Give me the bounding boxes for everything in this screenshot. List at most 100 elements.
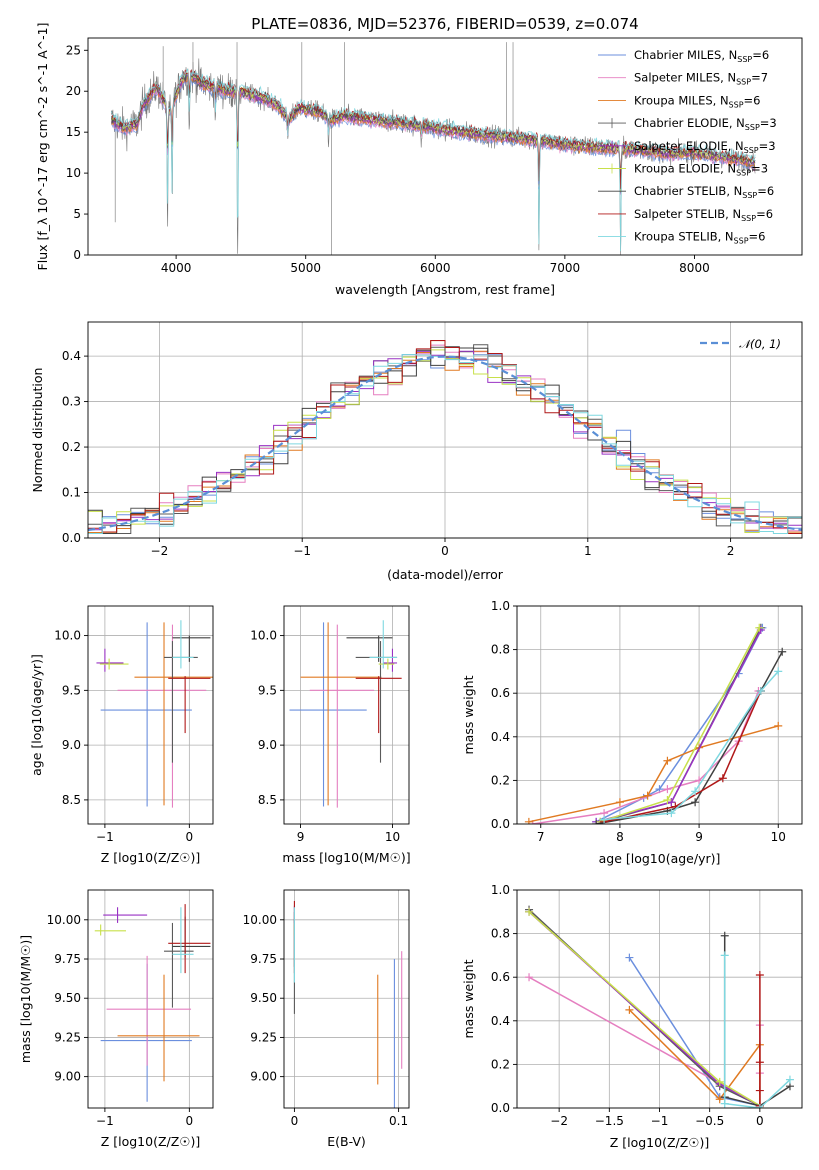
normal-curve bbox=[88, 355, 802, 532]
y-tick-label: 9.75 bbox=[250, 952, 277, 966]
legend-label: Chabrier ELODIE, NSSP=3 bbox=[634, 116, 777, 132]
data-point bbox=[715, 1095, 724, 1104]
data-point bbox=[756, 687, 765, 696]
data-point bbox=[625, 1005, 634, 1014]
data-point bbox=[600, 815, 609, 824]
data-point bbox=[720, 1099, 729, 1108]
panels-layer: 4000 5000 6000 7000 80000510152025wavelength… bbox=[18, 23, 803, 1150]
data-point bbox=[524, 817, 533, 824]
data-point bbox=[525, 907, 534, 916]
x-tick-label: 4000 bbox=[161, 261, 192, 275]
y-axis-label: mass weight bbox=[461, 675, 476, 754]
legend-subscript: SSP bbox=[744, 146, 759, 155]
y-tick-label: 9.0 bbox=[258, 738, 277, 752]
data-point bbox=[667, 798, 676, 807]
legend-label-text: Salpeter MILES, N bbox=[634, 71, 736, 85]
data-point bbox=[718, 774, 727, 783]
y-tick-label: 9.50 bbox=[250, 991, 277, 1005]
y-tick-label: 0.3 bbox=[62, 395, 81, 409]
x-axis-label: Z [log10(Z/Z☉)] bbox=[101, 1134, 201, 1149]
figure-title: PLATE=0836, MJD=52376, FIBERID=0539, z=0… bbox=[251, 15, 638, 33]
legend-subscript: SSP bbox=[736, 169, 751, 178]
legend-count: =3 bbox=[760, 116, 777, 130]
data-point bbox=[592, 820, 601, 824]
y-tick-label: 20 bbox=[66, 84, 81, 98]
errorbar-kroupa-stelib bbox=[369, 620, 398, 669]
data-point bbox=[720, 931, 729, 940]
x-tick-label: −1 bbox=[96, 1114, 114, 1128]
y-tick-label: 10 bbox=[66, 166, 81, 180]
y-tick-label: 9.75 bbox=[54, 952, 81, 966]
legend-label: Salpeter ELODIE, NSSP=3 bbox=[634, 139, 776, 155]
x-tick-label: 0 bbox=[291, 1114, 299, 1128]
x-axis-label: mass [log10(M/M☉)] bbox=[282, 850, 410, 865]
errorbar-salpeter-stelib bbox=[168, 904, 211, 974]
x-tick-label: 0 bbox=[441, 544, 449, 558]
frame-weight-vs-age: 7 8 9 10 0.0 0.2 0.4 0.6 0.8 1.0 age [log10(age/yr… bbox=[461, 599, 803, 866]
panel-weight-vs-age: 7 8 9 10 0.0 0.2 0.4 0.6 0.8 1.0 age [log10(age/yr… bbox=[461, 599, 803, 866]
legend-count: =6 bbox=[744, 93, 761, 107]
y-tick-label: 1.0 bbox=[491, 599, 510, 613]
axes-frame bbox=[87, 37, 803, 256]
series-line bbox=[723, 955, 791, 1108]
plot-area-weight-vs-Z bbox=[525, 905, 794, 1108]
x-axis-label: Z [log10(Z/Z☉)] bbox=[610, 1135, 710, 1150]
data-point bbox=[643, 791, 652, 800]
errorbar-kroupa-miles bbox=[300, 622, 382, 806]
y-tick-label: 9.00 bbox=[54, 1070, 81, 1084]
y-tick-label: 0.4 bbox=[62, 349, 81, 363]
legend-count: =6 bbox=[756, 207, 773, 221]
legend-subscript: SSP bbox=[742, 191, 757, 200]
errorbar-salpeter-miles bbox=[106, 955, 192, 1066]
y-tick-label: 9.25 bbox=[250, 1030, 277, 1044]
legend-entry: Salpeter STELIB, NSSP=6 bbox=[598, 207, 773, 223]
x-tick-label: 0.1 bbox=[389, 1114, 408, 1128]
series-line bbox=[599, 627, 762, 823]
frame-mass-vs-Z: −1 0 9.00 9.25 9.50 9.75 10.00 Z [log10(Z/Z☉)] m… bbox=[18, 889, 214, 1149]
data-point bbox=[615, 798, 624, 807]
data-point bbox=[774, 667, 783, 676]
y-tick-label: 0.0 bbox=[62, 531, 81, 545]
y-axis-label: mass [log10(M/M☉)] bbox=[18, 935, 33, 1063]
legend-label-text: Salpeter ELODIE, N bbox=[634, 139, 744, 153]
frame-weight-vs-Z: −2 −1.5 −1 −0.5 0 0.0 0.2 0.4 0.6 0.8 1.0 Z [log10(… bbox=[461, 883, 803, 1150]
data-point bbox=[720, 951, 729, 960]
errorbar-salpeter-elodie bbox=[103, 907, 148, 923]
x-tick-label: 10 bbox=[771, 830, 786, 844]
series-kroupa-stelib bbox=[600, 667, 783, 824]
x-tick-label: 2 bbox=[727, 544, 735, 558]
x-tick-label: −0.5 bbox=[695, 1114, 724, 1128]
y-tick-label: 9.5 bbox=[258, 683, 277, 697]
errorbar-salpeter-stelib bbox=[168, 676, 211, 734]
errorbar-salpeter-elodie bbox=[383, 648, 398, 672]
x-tick-label: −2 bbox=[151, 544, 169, 558]
legend-subscript: SSP bbox=[737, 55, 752, 64]
axes-frame bbox=[516, 605, 803, 825]
series-line bbox=[528, 725, 779, 823]
histogram-kroupa-stelib bbox=[88, 354, 802, 534]
x-tick-label: 7 bbox=[537, 830, 545, 844]
errorbar-salpeter-stelib bbox=[355, 676, 402, 734]
y-tick-label: 0.0 bbox=[491, 817, 510, 831]
y-tick-label: 5 bbox=[73, 207, 81, 221]
panel-residuals: −2 −1 0 1 2 0.0 0.1 0.2 0.3 0.4 𝒩(0, 1) (data-model… bbox=[30, 321, 803, 582]
data-point bbox=[691, 787, 700, 796]
errorbar-kroupa-stelib bbox=[172, 620, 194, 669]
errorbar-kroupa-stelib bbox=[172, 907, 194, 974]
legend-label-text: Kroupa ELODIE, N bbox=[634, 162, 736, 176]
legend-label: Kroupa ELODIE, NSSP=3 bbox=[634, 162, 768, 178]
errorbar-kroupa-miles bbox=[134, 622, 213, 806]
plot-area-residuals bbox=[88, 340, 802, 534]
frame-spectrum: 4000 5000 6000 7000 8000 0 5 10 15 20 25 wavelength… bbox=[35, 23, 803, 297]
series-salpeter-elodie bbox=[592, 625, 765, 824]
data-point bbox=[755, 1086, 764, 1095]
errorbar-chabrier-miles bbox=[100, 622, 192, 807]
x-tick-label: 8 bbox=[616, 830, 624, 844]
legend-label: Salpeter STELIB, NSSP=6 bbox=[634, 207, 773, 223]
errorbar-chabrier-elodie bbox=[164, 922, 194, 1008]
legend-count: =6 bbox=[752, 48, 769, 62]
data-point bbox=[778, 647, 787, 656]
series-line bbox=[595, 627, 764, 823]
axes-frame bbox=[283, 889, 410, 1109]
y-tick-label: 0.1 bbox=[62, 486, 81, 500]
